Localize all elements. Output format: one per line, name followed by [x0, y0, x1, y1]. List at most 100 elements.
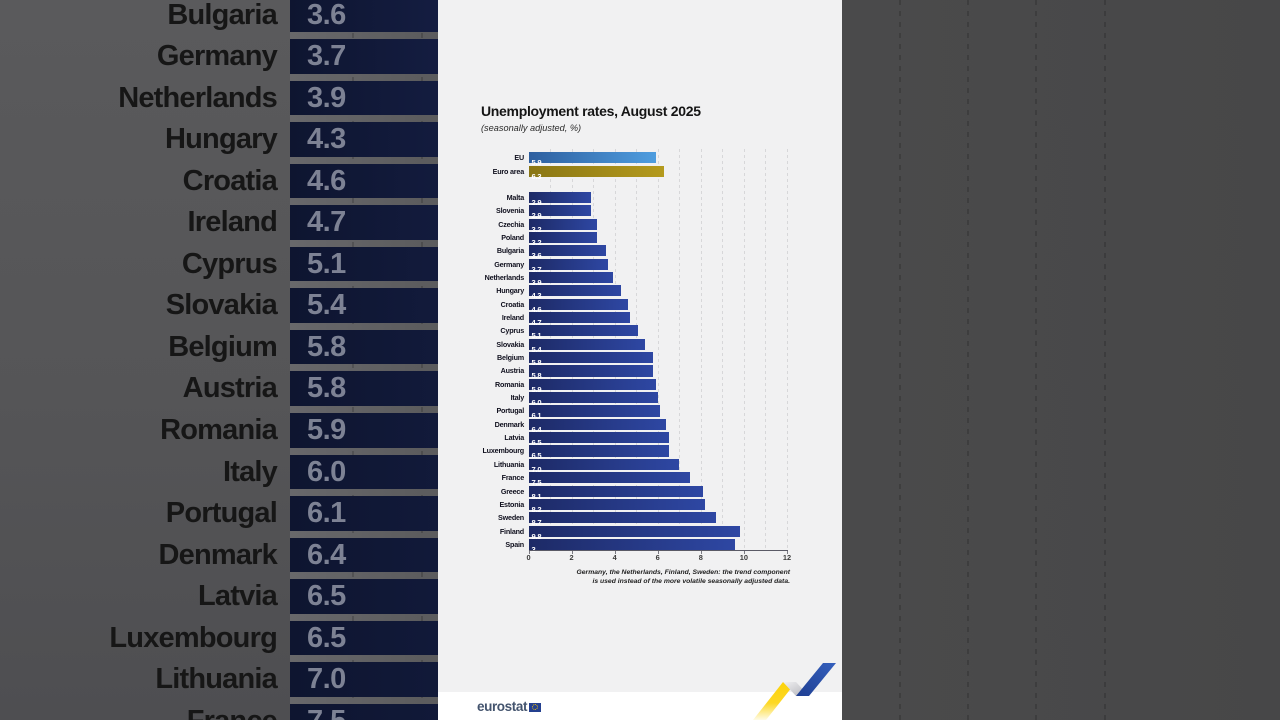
- background-bar-label: Portugal: [165, 497, 278, 530]
- country-bar: 4.7: [528, 311, 630, 327]
- country-value: 6.5: [531, 451, 542, 461]
- country-label: Estonia: [499, 499, 524, 509]
- background-bar-value: 5.4: [307, 289, 346, 322]
- country-value: 5.4: [531, 344, 542, 354]
- country-label: Croatia: [500, 299, 525, 309]
- country-value: 3.2: [531, 237, 542, 247]
- eu-value: 5.9: [531, 158, 542, 168]
- country-bar: 3.6: [528, 245, 607, 260]
- country-bar: 5.9: [528, 378, 656, 394]
- country-value: 3: [529, 544, 536, 555]
- country-bar: 4.3: [528, 285, 622, 300]
- background-bar-value: 5.1: [307, 247, 346, 280]
- background-gridline: [1035, 0, 1038, 720]
- country-value: 3.2: [531, 224, 542, 234]
- background-bar-label: Croatia: [182, 164, 278, 197]
- x-axis-tickmark: [700, 551, 702, 554]
- background-bar-value: 6.1: [307, 497, 346, 530]
- chart-subtitle: (seasonally adjusted, %): [481, 123, 582, 133]
- country-label: Germany: [494, 259, 524, 269]
- country-bar: 6.5: [528, 445, 669, 460]
- eurostat-logo: eurostat: [477, 699, 542, 714]
- country-label: Italy: [510, 393, 525, 403]
- country-value: 5.8: [531, 371, 542, 381]
- country-value: 6.0: [531, 398, 542, 408]
- country-bar: 3.2: [528, 218, 598, 234]
- country-bar: 6.1: [528, 405, 660, 420]
- zigzag-blue-segment: [796, 663, 836, 696]
- country-value: 4.7: [531, 317, 542, 327]
- country-label: Slovenia: [496, 206, 524, 216]
- country-value: 5.1: [531, 331, 542, 341]
- x-axis-line: [528, 550, 788, 551]
- x-axis-tickmark: [614, 551, 616, 554]
- background-bar-label: Cyprus: [181, 247, 278, 280]
- x-axis-tick-label: 8: [698, 553, 703, 562]
- country-label: Cyprus: [500, 326, 524, 336]
- country-bar: 4.6: [528, 298, 628, 314]
- background-bar-value: 6.0: [307, 455, 346, 488]
- country-value: 5.8: [531, 358, 542, 367]
- x-axis-tickmark: [743, 551, 745, 554]
- country-label: Slovakia: [496, 339, 524, 349]
- country-value: 2.9: [531, 211, 542, 221]
- euro-area-value: 6.3: [531, 171, 542, 181]
- country-value: 3.9: [531, 277, 542, 287]
- gridline: [786, 149, 788, 550]
- background-bar-value: 5.8: [307, 372, 346, 405]
- x-axis-tickmark: [657, 551, 659, 554]
- background-gridline: [967, 0, 969, 720]
- background-bar-value: 5.8: [307, 330, 346, 363]
- x-axis-tick-label: 6: [655, 553, 660, 562]
- country-value: 4.3: [531, 291, 542, 301]
- country-label: Poland: [501, 232, 524, 242]
- country-label: Hungary: [496, 286, 524, 296]
- background-bar-value: 7.0: [307, 663, 346, 696]
- background-bar-label: France: [0, 704, 278, 720]
- country-value: 2.9: [531, 197, 542, 207]
- background-bar-value: 7.5: [290, 704, 346, 720]
- background-bar-label: Lithuania: [155, 663, 277, 696]
- x-axis-tick-label: 12: [782, 553, 792, 562]
- background-bar-value: 4.3: [307, 123, 346, 156]
- eu-label: EU: [514, 153, 524, 163]
- country-value: 6.5: [531, 438, 542, 448]
- country-label: Sweden: [498, 513, 524, 523]
- country-value: 9.8: [531, 531, 542, 541]
- country-label: France: [501, 473, 525, 483]
- brand-zigzag-graphic: [753, 663, 836, 720]
- country-value: 5.9: [531, 384, 542, 394]
- gridline: [722, 149, 724, 550]
- country-value: 3.7: [531, 264, 542, 274]
- background-bar-value: 5.9: [307, 414, 346, 446]
- background-bar-label: Denmark: [158, 538, 277, 571]
- country-bar: 3.7: [528, 258, 609, 274]
- country-value: 6.4: [531, 424, 542, 434]
- x-axis-tickmark: [528, 551, 530, 554]
- country-label: Austria: [500, 366, 525, 376]
- background-bar-label: Ireland: [187, 206, 278, 239]
- background-bar-value: 6.5: [307, 580, 346, 613]
- background-gridline: [898, 0, 901, 720]
- country-bar: 8.1: [528, 485, 703, 501]
- country-label: Lithuania: [493, 459, 524, 469]
- country-bar: 2.9: [528, 191, 591, 207]
- country-bar: 6.5: [528, 432, 669, 447]
- country-label: Luxembourg: [482, 446, 524, 456]
- background-bar-label: Slovakia: [165, 289, 278, 322]
- country-value: 7.0: [531, 464, 542, 474]
- country-label: Romania: [495, 379, 524, 389]
- background-bar-label: Netherlands: [118, 81, 278, 114]
- x-axis-tick-label: 2: [569, 553, 574, 562]
- background-bar-value: 4.6: [307, 164, 346, 197]
- background-bar-label: Luxembourg: [109, 621, 277, 654]
- background-bar-label: Romania: [160, 414, 278, 446]
- background-bar-value: 3.6: [307, 0, 346, 31]
- country-label: Czechia: [498, 219, 524, 229]
- background-bar-value: 4.7: [307, 206, 346, 239]
- country-value: 8.2: [531, 504, 542, 514]
- footnote-line-2: is used instead of the more volatile sea…: [592, 578, 790, 586]
- background-bar-value: 6.4: [307, 538, 346, 571]
- chart-panel: Unemployment rates, August 2025 (seasona…: [438, 0, 842, 720]
